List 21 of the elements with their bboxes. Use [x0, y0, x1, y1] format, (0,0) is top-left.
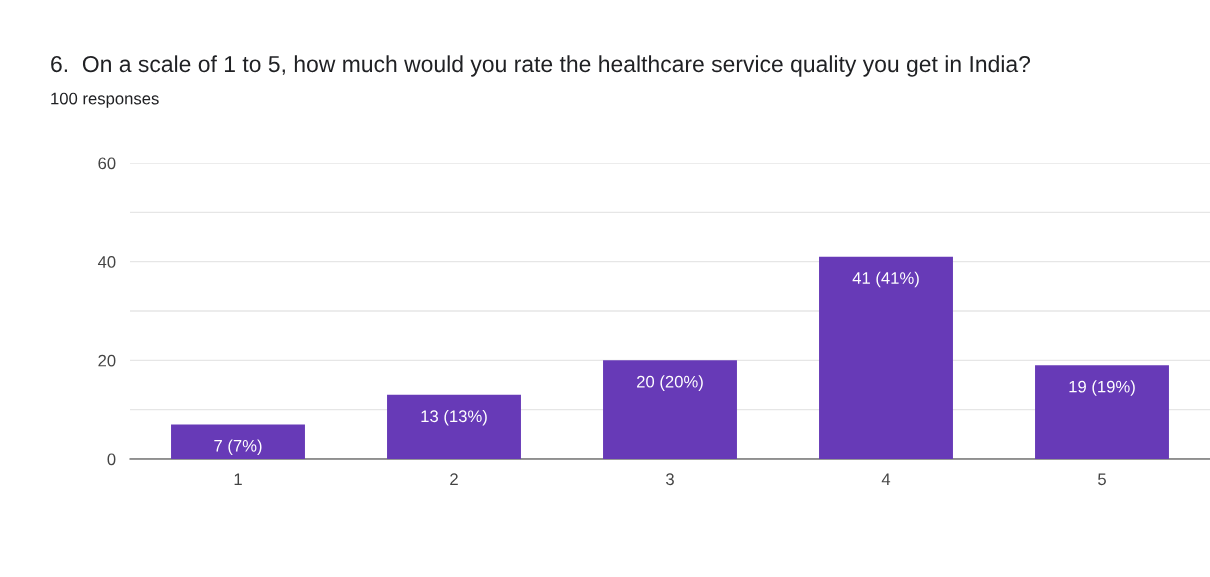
data-label: 7 (7%): [214, 439, 262, 456]
x-tick-label: 2: [450, 473, 458, 485]
chart-subtitle: 100 responses: [51, 92, 159, 108]
chart-title: 6. On a scale of 1 to 5, how much would you rate the healthcare service quality you get in India?: [51, 55, 1031, 77]
data-label: 20 (20%): [637, 375, 703, 391]
bar: [603, 360, 737, 459]
y-tick-label: 20: [98, 354, 116, 367]
bar: [171, 424, 305, 459]
bar: [387, 394, 521, 459]
data-label: 41 (41%): [852, 271, 919, 288]
y-tick-label: 40: [97, 256, 116, 268]
bar: [819, 256, 953, 459]
x-tick-label: 1: [234, 473, 242, 485]
x-tick-label: 4: [881, 473, 891, 485]
y-tick-label: 0: [107, 453, 116, 466]
x-tick-label: 3: [666, 473, 674, 486]
data-label: 19 (19%): [1069, 380, 1135, 396]
bar: [1035, 365, 1169, 459]
data-label: 13 (13%): [421, 409, 487, 426]
y-tick-label: 60: [98, 157, 116, 170]
x-tick-label: 5: [1098, 473, 1106, 486]
